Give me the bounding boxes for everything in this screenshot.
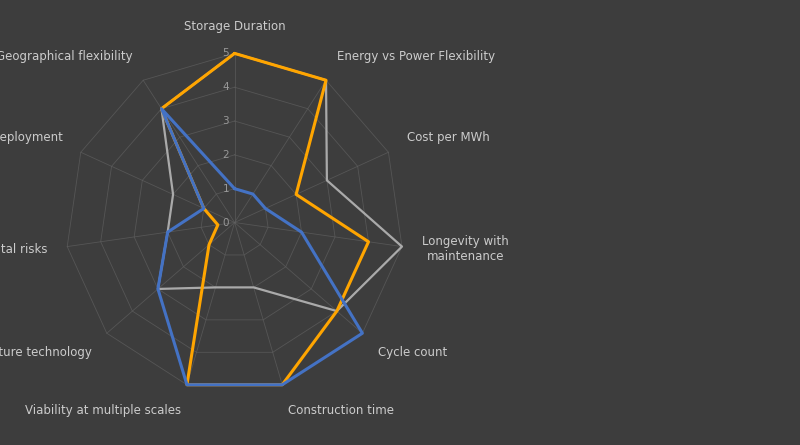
Text: Mature technology: Mature technology — [0, 346, 92, 360]
Text: Construction time: Construction time — [288, 404, 394, 417]
Text: Current Deployment: Current Deployment — [0, 131, 62, 144]
Text: Viability at multiple scales: Viability at multiple scales — [25, 404, 182, 417]
Text: 3: 3 — [222, 116, 230, 126]
Text: 5: 5 — [222, 49, 230, 58]
Text: 1: 1 — [222, 184, 230, 194]
Text: 0: 0 — [222, 218, 230, 227]
Text: 2: 2 — [222, 150, 230, 160]
Text: Environmental risks: Environmental risks — [0, 243, 47, 256]
Text: 4: 4 — [222, 82, 230, 92]
Text: Cycle count: Cycle count — [378, 346, 446, 360]
Text: Cost per MWh: Cost per MWh — [406, 131, 490, 144]
Text: Energy vs Power Flexibility: Energy vs Power Flexibility — [337, 50, 495, 63]
Text: Storage Duration: Storage Duration — [184, 20, 286, 33]
Text: Longevity with
maintenance: Longevity with maintenance — [422, 235, 509, 263]
Text: Geographical flexibility: Geographical flexibility — [0, 50, 132, 63]
